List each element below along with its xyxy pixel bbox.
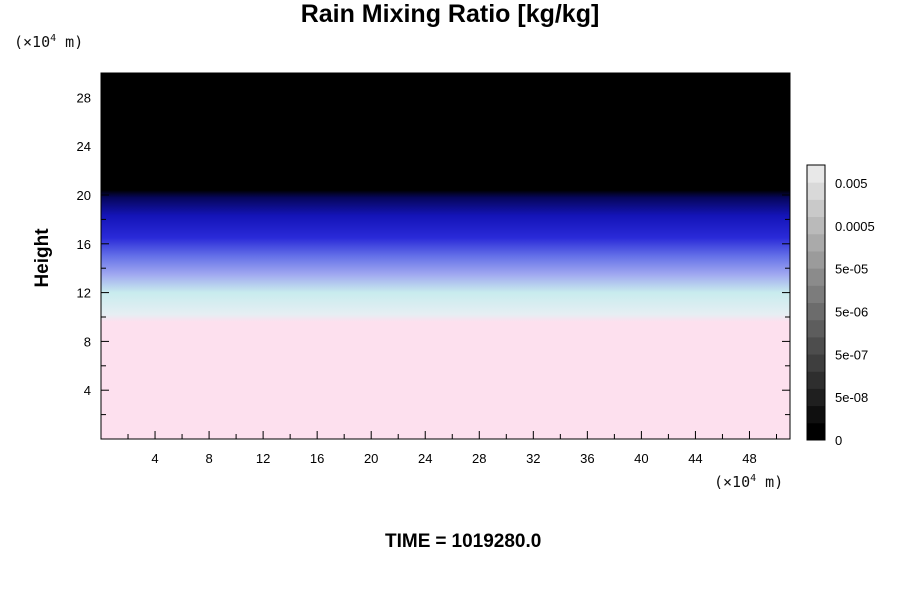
colorbar-label: 5e-07 bbox=[835, 347, 868, 362]
x-tick-label: 4 bbox=[151, 451, 158, 466]
y-tick-label: 20 bbox=[77, 188, 91, 203]
colorbar-label: 0.005 bbox=[835, 176, 868, 191]
x-tick-label: 32 bbox=[526, 451, 540, 466]
colorbar-level bbox=[807, 302, 825, 321]
x-axis-unit: (×104 m) bbox=[714, 473, 783, 491]
colorbar-level bbox=[807, 285, 825, 303]
colorbar-level bbox=[807, 233, 825, 252]
time-value: 1019280.0 bbox=[451, 531, 542, 552]
x-unit-suffix: m) bbox=[756, 473, 784, 491]
colorbar-level bbox=[807, 319, 825, 338]
y-tick-label: 8 bbox=[84, 334, 91, 349]
field-layer bbox=[101, 73, 790, 439]
field-area bbox=[101, 73, 790, 439]
x-tick-label: 8 bbox=[205, 451, 212, 466]
chart-title: Rain Mixing Ratio [kg/kg] bbox=[300, 0, 600, 28]
colorbar-level bbox=[807, 336, 825, 355]
colorbar-level bbox=[807, 250, 825, 269]
x-tick-label: 40 bbox=[634, 451, 648, 466]
x-tick-label: 44 bbox=[688, 451, 702, 466]
colorbar-level bbox=[807, 388, 825, 407]
colorbar-level bbox=[807, 268, 825, 286]
x-tick-label: 24 bbox=[418, 451, 432, 466]
y-tick-label: 28 bbox=[77, 90, 91, 105]
y-tick-label: 12 bbox=[77, 286, 91, 301]
colorbar-label: 0.0005 bbox=[835, 219, 875, 234]
colorbar-label: 5e-05 bbox=[835, 262, 868, 277]
x-tick-label: 20 bbox=[364, 451, 378, 466]
colorbar-level bbox=[807, 182, 825, 200]
colorbar-label: 0 bbox=[835, 433, 842, 448]
y-tick-label: 4 bbox=[84, 383, 91, 398]
time-label: TIME bbox=[385, 531, 431, 552]
colorbar-level bbox=[807, 165, 825, 183]
time-separator: = bbox=[435, 531, 447, 552]
y-tick-label: 24 bbox=[77, 139, 91, 154]
colorbar-label: 5e-06 bbox=[835, 305, 868, 320]
x-tick-label: 28 bbox=[472, 451, 486, 466]
colorbar-level bbox=[807, 422, 825, 441]
x-unit-exponent: 4 bbox=[750, 473, 757, 484]
y-unit-exponent: 4 bbox=[50, 33, 57, 44]
colorbar-level bbox=[807, 354, 825, 372]
colorbar-level bbox=[807, 199, 825, 218]
y-tick-label: 16 bbox=[77, 237, 91, 252]
x-tick-label: 48 bbox=[742, 451, 756, 466]
colorbar-level bbox=[807, 371, 825, 389]
x-tick-label: 16 bbox=[310, 451, 324, 466]
y-axis-unit: (×104 m) bbox=[14, 33, 83, 51]
plot-frame bbox=[100, 72, 791, 440]
x-tick-label: 36 bbox=[580, 451, 594, 466]
y-unit-prefix: (×10 bbox=[14, 33, 51, 51]
x-tick-label: 12 bbox=[256, 451, 270, 466]
colorbar-level bbox=[807, 216, 825, 235]
time-readout: TIME = 1019280.0 bbox=[385, 531, 541, 553]
colorbar-label: 5e-08 bbox=[835, 390, 868, 405]
colorbar-level bbox=[807, 405, 825, 424]
x-unit-prefix: (×10 bbox=[714, 473, 751, 491]
colorbar: 0 5e-08 5e-07 5e-06 5e-05 0.0005 0.005 bbox=[806, 164, 875, 448]
colorbar-frame bbox=[806, 164, 826, 441]
y-unit-suffix: m) bbox=[56, 33, 84, 51]
